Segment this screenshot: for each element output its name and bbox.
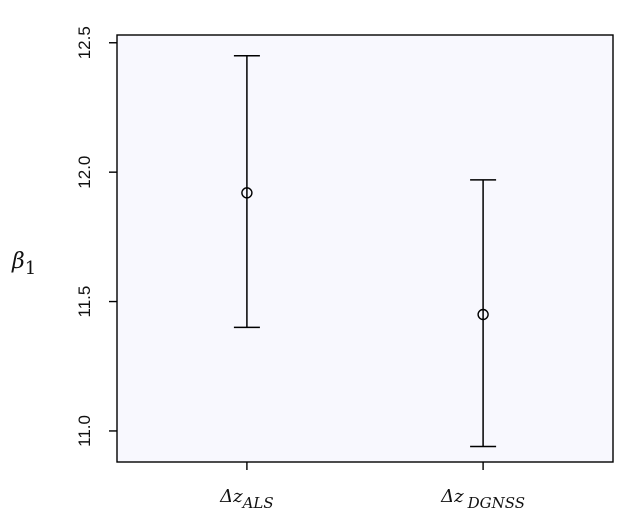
plot-area <box>116 34 614 463</box>
estimate-point <box>477 308 489 321</box>
y-tick-label: 11.5 <box>75 286 94 318</box>
y-axis-label-sub: 1 <box>25 258 36 279</box>
x-tick-label-base: Δz <box>219 486 243 507</box>
x-axis: ΔzALS Δz DGNSS <box>219 462 525 511</box>
estimate-point <box>241 187 253 199</box>
y-tick-label: 12.0 <box>75 156 94 189</box>
x-tick-label-sub: DGNSS <box>467 494 525 511</box>
y-tick-label: 12.5 <box>75 26 94 59</box>
y-tick-label: 11.0 <box>75 415 94 447</box>
y-axis-label-base: β <box>11 249 25 274</box>
x-tick-label-sub: ALS <box>241 494 274 511</box>
y-axis-label: β1 <box>11 249 36 279</box>
x-tick-label: ΔzALS <box>219 486 274 511</box>
x-tick-label: Δz DGNSS <box>440 486 525 511</box>
x-tick-label-base: Δz <box>440 486 464 507</box>
y-axis: 11.0 11.5 12.0 12.5 <box>75 26 117 447</box>
data-marks <box>233 54 497 448</box>
